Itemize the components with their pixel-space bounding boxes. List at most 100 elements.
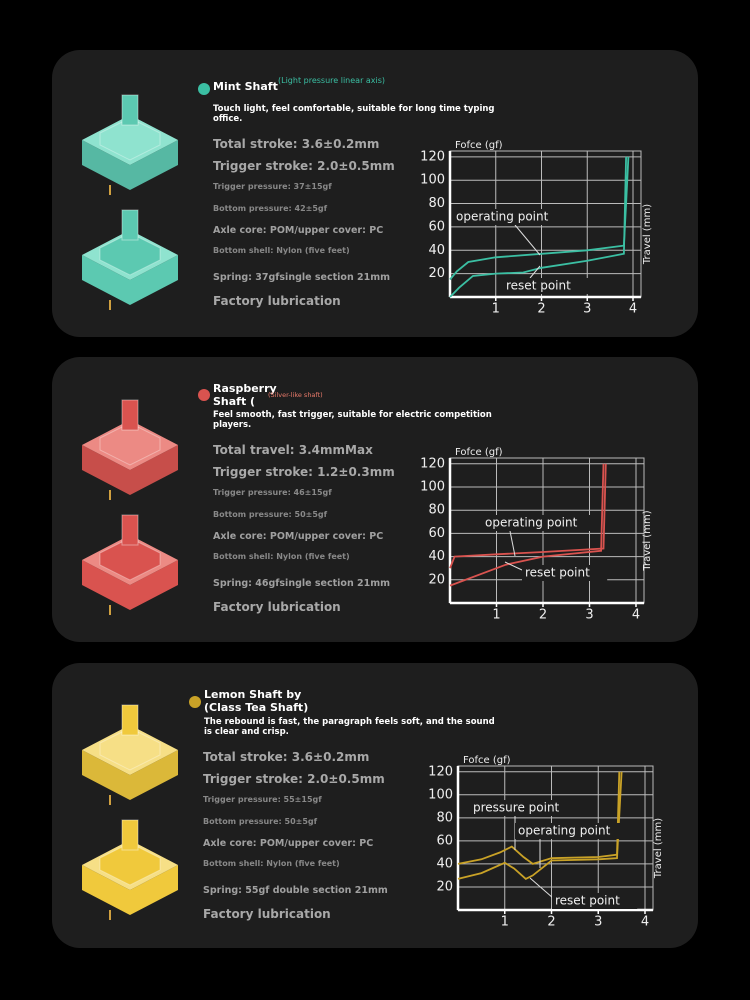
annotation: reset point (555, 894, 620, 908)
switch-icon (82, 209, 178, 310)
spec-line: Bottom shell: Nylon (five feet) (213, 246, 350, 255)
spec-line: Factory lubrication (213, 600, 341, 614)
y-axis-title: Fofce (gf) (455, 447, 503, 458)
card-note: (Light pressure linear axis) (278, 76, 386, 85)
spec-line: Bottom shell: Nylon (five feet) (213, 552, 350, 561)
spec-line: Factory lubrication (203, 907, 331, 921)
spec-line: Axle core: POM/upper cover: PC (213, 531, 384, 542)
card (52, 50, 698, 337)
card-note: (Silver-like shaft) (268, 391, 323, 399)
bullet (189, 696, 201, 708)
annotation-bg (470, 800, 577, 816)
y-tick-label: 40 (428, 243, 445, 258)
x-tick-label: 3 (594, 915, 602, 930)
spec-line: Trigger stroke: 2.0±0.5mm (213, 159, 395, 173)
spec-line: Bottom pressure: 50±5gf (213, 510, 328, 519)
y-tick-label: 60 (428, 219, 445, 234)
card-title: Raspberry Shaft ( (213, 382, 277, 409)
switch-icon (82, 399, 178, 500)
y-tick-label: 80 (436, 810, 453, 825)
card (52, 663, 698, 948)
switch-icon (82, 819, 178, 920)
x-axis-title: Travel (mm) (642, 510, 653, 571)
y-tick-label: 120 (428, 764, 453, 779)
bullet (198, 389, 210, 401)
spec-line: Spring: 55gf double section 21mm (203, 885, 388, 896)
y-tick-label: 100 (428, 787, 453, 802)
annotation-bg (522, 565, 608, 581)
x-tick-label: 4 (632, 608, 640, 623)
y-tick-label: 80 (428, 196, 445, 211)
y-tick-label: 120 (420, 149, 445, 164)
card-description: Feel smooth, fast trigger, suitable for … (213, 410, 492, 431)
spec-line: Spring: 37gfsingle section 21mm (213, 272, 391, 283)
bullet (198, 83, 210, 95)
spec-line: Trigger stroke: 1.2±0.3mm (213, 465, 395, 479)
spec-line: Axle core: POM/upper cover: PC (213, 225, 384, 236)
force-curve (449, 463, 607, 569)
switch-stem (121, 514, 139, 546)
spec-line: Axle core: POM/upper cover: PC (203, 838, 374, 849)
x-tick-label: 2 (537, 302, 545, 317)
spec-line: Bottom pressure: 50±5gf (203, 817, 318, 826)
y-tick-label: 120 (420, 456, 445, 471)
spec-line: Bottom pressure: 42±5gf (213, 204, 328, 213)
y-tick-label: 80 (428, 503, 445, 518)
x-tick-label: 2 (547, 915, 555, 930)
force-curve (457, 771, 621, 865)
annotation-bg (503, 278, 589, 294)
x-tick-label: 3 (583, 302, 591, 317)
annotation-bg (515, 823, 629, 839)
x-tick-label: 1 (492, 608, 500, 623)
annotation: operating point (485, 516, 578, 530)
x-tick-label: 1 (501, 915, 509, 930)
force-curve (457, 771, 623, 880)
x-tick-label: 4 (629, 302, 637, 317)
y-axis-title: Fofce (gf) (455, 140, 503, 151)
annotation: operating point (456, 210, 549, 224)
switch-stem (121, 819, 139, 851)
switch-stem (121, 399, 139, 431)
switch-stem (121, 94, 139, 126)
spec-line: Bottom shell: Nylon (five feet) (203, 859, 340, 868)
switch-icon (82, 704, 178, 805)
spec-line: Trigger pressure: 37±15gf (213, 182, 332, 191)
annotation-bg (482, 515, 596, 531)
x-axis-title: Travel (mm) (642, 204, 653, 265)
card-title: Mint Shaft (213, 80, 278, 93)
annotation-bg (453, 209, 567, 225)
annotation: reset point (506, 279, 571, 293)
x-tick-label: 1 (492, 302, 500, 317)
y-tick-label: 40 (436, 856, 453, 871)
y-axis-title: Fofce (gf) (463, 755, 511, 766)
spec-line: Total travel: 3.4mmMax (213, 443, 373, 457)
annotation: reset point (525, 566, 590, 580)
annotation-leader (529, 877, 554, 899)
y-tick-label: 40 (428, 549, 445, 564)
y-tick-label: 100 (420, 173, 445, 188)
spec-line: Spring: 46gfsingle section 21mm (213, 578, 391, 589)
annotation: operating point (518, 824, 611, 838)
x-tick-label: 3 (585, 608, 593, 623)
y-tick-label: 20 (428, 572, 445, 587)
annotation-leader (509, 530, 516, 557)
y-tick-label: 100 (420, 480, 445, 495)
spec-line: Trigger stroke: 2.0±0.5mm (203, 772, 385, 786)
x-tick-label: 4 (641, 915, 649, 930)
spec-line: Total stroke: 3.6±0.2mm (203, 750, 370, 764)
annotation-leader (514, 224, 541, 256)
spec-line: Trigger pressure: 55±15gf (203, 795, 322, 804)
annotation: pressure point (473, 801, 560, 815)
y-tick-label: 60 (428, 526, 445, 541)
spec-line: Total stroke: 3.6±0.2mm (213, 137, 380, 151)
y-tick-label: 20 (436, 879, 453, 894)
switch-stem (121, 704, 139, 736)
annotation-bg (552, 893, 638, 909)
switch-stem (121, 209, 139, 241)
switch-icon (82, 94, 178, 195)
annotation-leader (529, 265, 541, 279)
x-tick-label: 2 (539, 608, 547, 623)
x-axis-title: Travel (mm) (653, 818, 664, 879)
card-title: Lemon Shaft by (Class Tea Shaft) (204, 688, 309, 715)
